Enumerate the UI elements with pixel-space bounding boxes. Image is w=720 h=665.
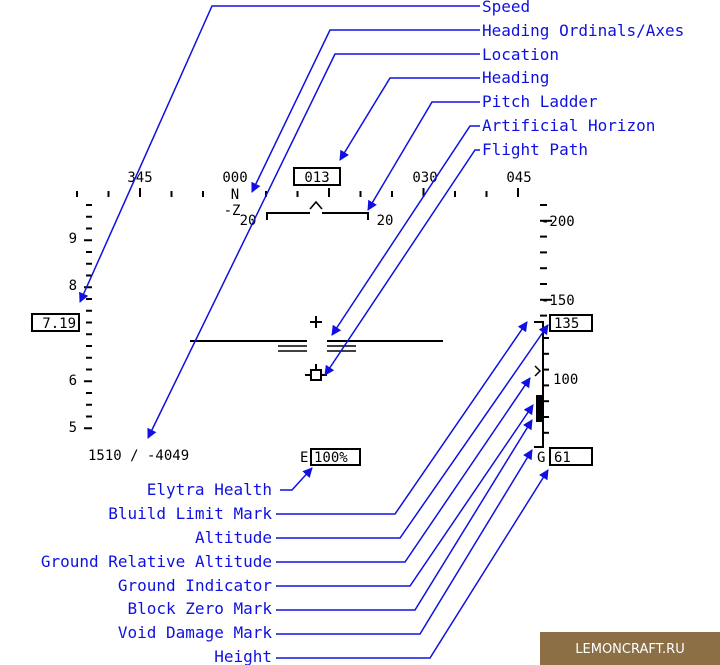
label-build-limit-mark: Bluild Limit Mark bbox=[108, 504, 272, 523]
pitch-ladder-bracket bbox=[266, 212, 369, 220]
heading-ordinal: N bbox=[231, 187, 239, 203]
speed-label: 6 bbox=[69, 373, 77, 389]
heading-axis: -Z bbox=[224, 203, 241, 219]
crosshair-icon bbox=[310, 316, 322, 328]
elytra-value: 100% bbox=[314, 450, 348, 466]
heading-box bbox=[293, 167, 341, 186]
ground-letter: G bbox=[537, 450, 545, 466]
speed-scale-ticks bbox=[84, 204, 92, 430]
label-artificial-horizon: Artificial Horizon bbox=[482, 116, 655, 135]
ground-relative-altitude-marker bbox=[534, 365, 542, 377]
altitude-value: 135 bbox=[554, 316, 579, 332]
horizon-ladder-marks bbox=[278, 345, 356, 352]
altitude-label: 100 bbox=[553, 372, 578, 388]
label-ground-indicator: Ground Indicator bbox=[118, 576, 272, 595]
heading-label: 000 bbox=[222, 170, 247, 186]
pitch-caret bbox=[309, 200, 323, 210]
label-flight-path: Flight Path bbox=[482, 140, 588, 159]
label-speed: Speed bbox=[482, 0, 530, 16]
speed-box bbox=[31, 313, 80, 332]
heading-label: 030 bbox=[412, 170, 437, 186]
annotation-arrows bbox=[79, 5, 549, 659]
altitude-label: -150 bbox=[541, 293, 575, 309]
label-ground-relative-altitude: Ground Relative Altitude bbox=[41, 552, 272, 571]
label-altitude: Altitude bbox=[195, 528, 272, 547]
label-location: Location bbox=[482, 45, 559, 64]
label-pitch-ladder: Pitch Ladder bbox=[482, 92, 598, 111]
altitude-label: -200 bbox=[541, 214, 575, 230]
ground-indicator-bar bbox=[536, 395, 542, 422]
flight-path-marker bbox=[310, 369, 322, 381]
heading-label: 045 bbox=[506, 170, 531, 186]
speed-label: 9 bbox=[69, 231, 77, 247]
altitude-box bbox=[549, 314, 593, 332]
location-coords: 1510 / -4049 bbox=[88, 448, 189, 464]
label-elytra-health: Elytra Health bbox=[147, 480, 272, 499]
pitch-ladder-right-label: 20 bbox=[377, 213, 394, 229]
elytra-box bbox=[310, 448, 361, 466]
label-heading-ordinals: Heading Ordinals/Axes bbox=[482, 21, 684, 40]
height-value: 61 bbox=[554, 450, 571, 466]
label-height: Height bbox=[214, 647, 272, 665]
label-block-zero-mark: Block Zero Mark bbox=[128, 599, 273, 618]
watermark: LEMONCRAFT.RU bbox=[575, 642, 684, 657]
altitude-scale-ticks bbox=[540, 204, 552, 434]
heading-value: 013 bbox=[304, 170, 329, 186]
height-box bbox=[549, 447, 593, 466]
speed-value: 7.19 bbox=[42, 316, 76, 332]
elytra-letter: E bbox=[300, 450, 308, 466]
heading-scale-ticks bbox=[76, 188, 519, 197]
label-void-damage-mark: Void Damage Mark bbox=[118, 623, 272, 642]
speed-label: 5 bbox=[69, 420, 77, 436]
speed-label: 8 bbox=[69, 278, 77, 294]
hud bbox=[31, 167, 593, 466]
watermark-bg bbox=[540, 632, 720, 665]
altitude-bracket bbox=[534, 321, 544, 448]
heading-label: 345 bbox=[127, 170, 152, 186]
label-heading: Heading bbox=[482, 68, 549, 87]
flight-path-wings bbox=[305, 364, 327, 376]
